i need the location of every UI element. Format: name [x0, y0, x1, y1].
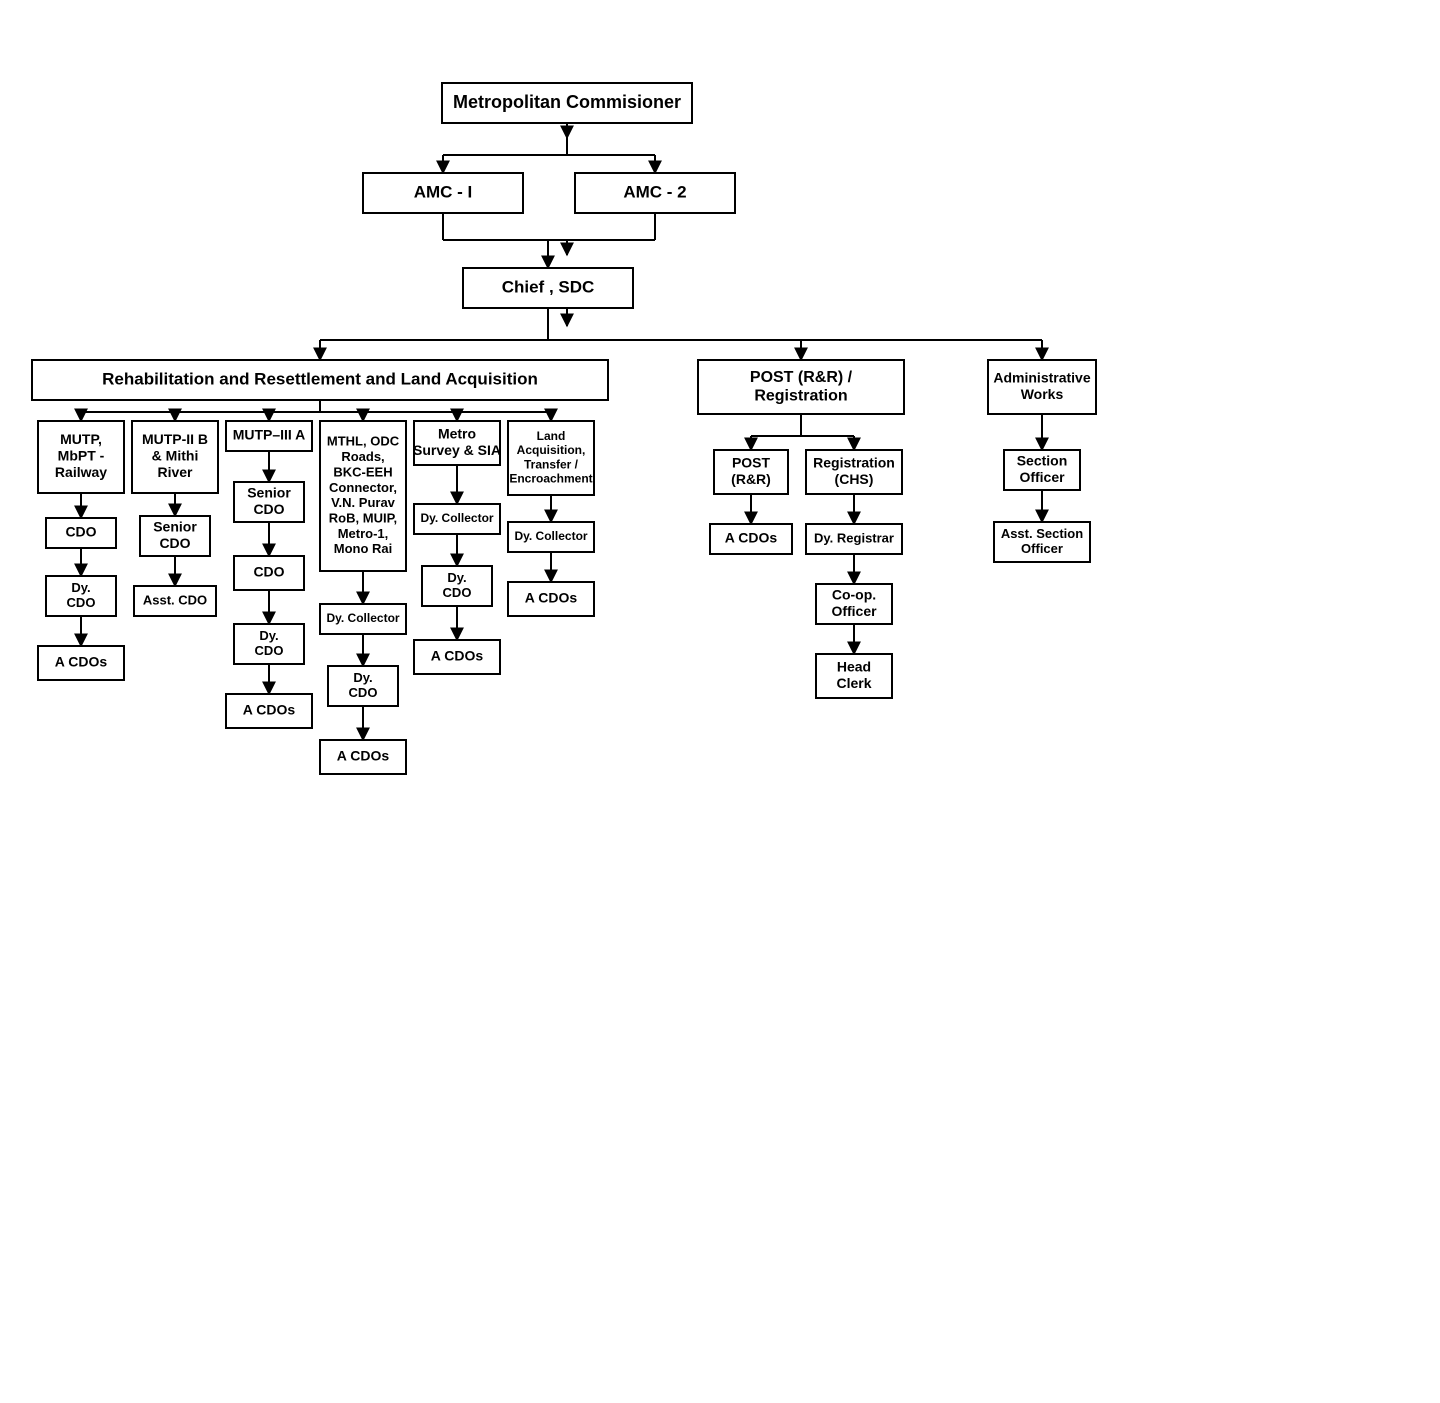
label-c4-l6: Metro-1,: [338, 526, 389, 541]
label-regc-l0: Head: [837, 658, 871, 674]
label-regb-l0: Co-op.: [832, 586, 876, 602]
label-c6-l1: Acquisition,: [517, 443, 586, 457]
label-c4-l4: V.N. Purav: [331, 495, 396, 510]
label-root-l0: Metropolitan Commisioner: [453, 92, 681, 112]
label-c2b-l0: Asst. CDO: [143, 592, 207, 607]
org-chart: Metropolitan Commisioner AMC - I AMC - 2 Ch…: [0, 0, 1440, 1403]
label-c4b-l0: Dy.: [353, 670, 372, 685]
label-c4-l7: Mono Rai: [334, 541, 393, 556]
label-c5b-l0: Dy.: [447, 570, 466, 585]
label-regb-l1: Officer: [831, 603, 877, 619]
label-c6a-l0: Dy. Collector: [514, 529, 587, 543]
label-c1-l1: MbPT -: [58, 448, 105, 464]
label-reg-l1: (CHS): [835, 471, 874, 487]
label-c5c-l0: A CDOs: [431, 648, 484, 664]
label-c4-l2: BKC-EEH: [333, 464, 392, 479]
label-rehab-l0: Rehabilitation and Resettlement and Land…: [102, 369, 538, 388]
label-c4-l1: Roads,: [341, 449, 384, 464]
label-c3-l0: MUTP–III A: [233, 427, 306, 443]
label-c1a-l0: CDO: [65, 524, 96, 540]
label-c6-l0: Land: [537, 429, 566, 443]
label-so-l1: Officer: [1019, 469, 1065, 485]
label-c1c-l0: A CDOs: [55, 654, 108, 670]
label-c6-l3: Encroachment: [509, 471, 592, 485]
label-c3c-l0: Dy.: [259, 628, 278, 643]
label-c4a-l0: Dy. Collector: [326, 611, 399, 625]
label-c4-l0: MTHL, ODC: [327, 434, 400, 449]
label-aso-l0: Asst. Section: [1001, 526, 1083, 541]
label-postreg-l1: Registration: [754, 388, 847, 405]
label-amc1-l0: AMC - I: [414, 182, 473, 201]
label-aso-l1: Officer: [1021, 541, 1063, 556]
label-amc2-l0: AMC - 2: [623, 182, 686, 201]
label-c1-l2: Railway: [55, 464, 107, 480]
label-c2-l2: River: [157, 464, 193, 480]
label-regc-l1: Clerk: [836, 675, 871, 691]
label-c4c-l0: A CDOs: [337, 748, 390, 764]
label-rega-l0: Dy. Registrar: [814, 530, 894, 545]
label-c6-l2: Transfer /: [524, 457, 579, 471]
label-c2-l1: & Mithi: [152, 448, 199, 464]
label-postreg-l0: POST (R&R) /: [750, 369, 853, 386]
label-c3a-l1: CDO: [253, 501, 284, 517]
label-c5a-l0: Dy. Collector: [420, 511, 493, 525]
label-c1-l0: MUTP,: [60, 431, 102, 447]
label-admin-l0: Administrative: [993, 369, 1090, 385]
label-admin-l1: Works: [1021, 386, 1064, 402]
label-c1b-l1: CDO: [67, 595, 96, 610]
label-c3a-l0: Senior: [247, 484, 291, 500]
label-c4-l5: RoB, MUIP,: [329, 510, 397, 525]
label-c3d-l0: A CDOs: [243, 702, 296, 718]
label-c4b-l1: CDO: [349, 685, 378, 700]
label-posta-l0: A CDOs: [725, 530, 778, 546]
label-reg-l0: Registration: [813, 454, 895, 470]
label-c1b-l0: Dy.: [71, 580, 90, 595]
label-so-l0: Section: [1017, 452, 1068, 468]
label-c3b-l0: CDO: [253, 564, 284, 580]
label-c5-l1: Survey & SIA: [413, 442, 501, 458]
label-c3c-l1: CDO: [255, 643, 284, 658]
label-chief-l0: Chief , SDC: [502, 277, 595, 296]
label-c2a-l0: Senior: [153, 518, 197, 534]
label-post-l1: (R&R): [731, 471, 771, 487]
label-c4-l3: Connector,: [329, 480, 397, 495]
label-c5-l0: Metro: [438, 425, 476, 441]
label-c6b-l0: A CDOs: [525, 590, 578, 606]
label-c2a-l1: CDO: [159, 535, 190, 551]
label-c2-l0: MUTP-II B: [142, 431, 208, 447]
label-post-l0: POST: [732, 454, 771, 470]
label-c5b-l1: CDO: [443, 585, 472, 600]
